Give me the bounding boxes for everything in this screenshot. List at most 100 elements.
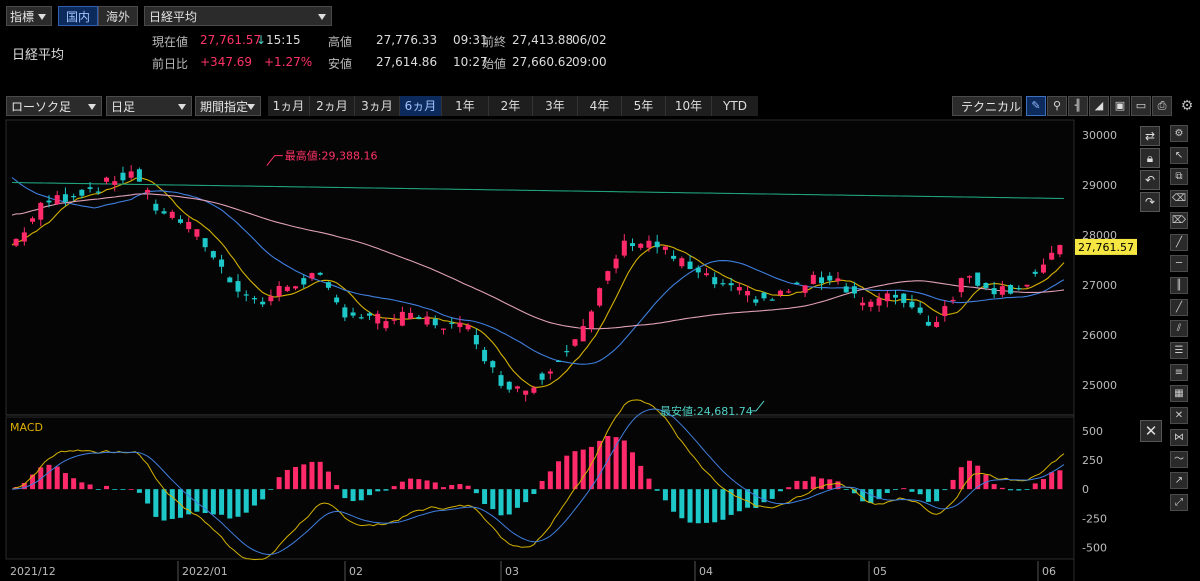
- indicator-dropdown[interactable]: 指標: [6, 6, 52, 26]
- arrow-up-icon[interactable]: ↗: [1170, 472, 1188, 490]
- candle-body: [21, 232, 27, 242]
- period-ytd[interactable]: YTD: [712, 96, 758, 116]
- candle-body: [177, 219, 183, 223]
- parallel-lines-icon[interactable]: ⫽: [1170, 320, 1188, 338]
- chevron-down-icon: [88, 104, 96, 110]
- candle-body: [13, 238, 19, 246]
- candle-body: [1049, 252, 1055, 260]
- vertical-lines-icon[interactable]: ║: [1170, 276, 1188, 294]
- macd-bar: [161, 489, 167, 521]
- candle-body: [868, 301, 874, 307]
- channel-icon[interactable]: ≡: [1170, 363, 1188, 381]
- candle-body: [564, 351, 570, 353]
- candle-body: [30, 218, 36, 222]
- period-5y[interactable]: 5年: [622, 96, 666, 116]
- candle-body: [465, 324, 471, 330]
- close-macd-icon[interactable]: ✕: [1140, 420, 1162, 442]
- chevron-down-icon: [38, 14, 46, 20]
- save-icon[interactable]: ▣: [1110, 96, 1130, 116]
- candle-body: [54, 195, 60, 205]
- low-time: 10:27: [453, 55, 488, 69]
- trend-line-icon[interactable]: ╱: [1170, 233, 1188, 251]
- down-arrow-icon: ↓: [256, 33, 267, 47]
- layers-icon[interactable]: ⧉: [1170, 168, 1188, 186]
- open-label: 始値: [482, 57, 507, 71]
- macd-bar: [851, 489, 857, 494]
- candle-body: [761, 292, 767, 299]
- range-select[interactable]: 期間指定: [195, 96, 261, 116]
- macd-bar: [79, 482, 85, 490]
- candle-icon[interactable]: ╢: [1068, 96, 1088, 116]
- macd-bar: [588, 446, 594, 490]
- candle-body: [71, 196, 77, 198]
- period-2m[interactable]: 2ヵ月: [310, 96, 355, 116]
- area-chart-icon[interactable]: ◢: [1089, 96, 1109, 116]
- macd-bar: [482, 489, 488, 505]
- candle-body: [325, 282, 331, 288]
- zoom-icon[interactable]: ⚲: [1047, 96, 1067, 116]
- candle-body: [490, 361, 496, 368]
- candle-body: [219, 259, 225, 267]
- reset-zoom-icon[interactable]: ⇄: [1140, 126, 1160, 146]
- fib-icon[interactable]: ☰: [1170, 342, 1188, 359]
- tab-domestic[interactable]: 国内: [58, 6, 98, 26]
- period-2y[interactable]: 2年: [489, 96, 533, 116]
- candle-body: [728, 283, 734, 286]
- diagonal-line-icon[interactable]: ╱: [1170, 298, 1188, 316]
- period-10y[interactable]: 10年: [666, 96, 712, 116]
- candle-body: [251, 298, 257, 300]
- horizontal-line-icon[interactable]: ─: [1170, 255, 1188, 273]
- tab-overseas[interactable]: 海外: [98, 6, 138, 26]
- cross-icon[interactable]: ✕: [1170, 407, 1188, 425]
- chart-type-select[interactable]: ローソク足: [6, 96, 102, 116]
- macd-bar: [958, 467, 964, 490]
- redo-icon[interactable]: ↷: [1140, 192, 1160, 212]
- macd-bar: [934, 489, 940, 502]
- lock-icon[interactable]: 🔒︎: [1140, 148, 1160, 168]
- macd-bar: [46, 464, 52, 490]
- candle-body: [128, 171, 134, 178]
- indicator-dropdown-label: 指標: [10, 10, 35, 24]
- period-1y[interactable]: 1年: [442, 96, 489, 116]
- candle-body: [186, 221, 192, 230]
- technical-button[interactable]: テクニカル: [952, 96, 1022, 116]
- draw-pen-icon[interactable]: ✎: [1026, 96, 1046, 116]
- macd-bar: [950, 479, 956, 490]
- grid-icon[interactable]: ▦: [1170, 385, 1188, 403]
- index-select[interactable]: 日経平均: [144, 6, 332, 26]
- wave-icon[interactable]: 〜: [1170, 450, 1188, 468]
- macd-bar: [646, 478, 652, 490]
- macd-bar: [391, 486, 397, 490]
- eraser-all-icon[interactable]: ⌦: [1170, 211, 1188, 229]
- eraser-icon[interactable]: ⌫: [1170, 190, 1188, 208]
- chart-area[interactable]: 30000 29000 28000 27000 26000 25000 500 250 0 -2…: [0, 118, 1166, 581]
- cursor-icon[interactable]: ↖: [1170, 146, 1188, 164]
- pattern-icon[interactable]: ⋈: [1170, 428, 1188, 446]
- period-4y[interactable]: 4年: [578, 96, 622, 116]
- period-3m[interactable]: 3ヵ月: [355, 96, 400, 116]
- macd-bar: [621, 440, 627, 490]
- candle-body: [350, 312, 356, 316]
- candle-body: [424, 316, 430, 325]
- print-icon[interactable]: ⎙: [1152, 96, 1172, 116]
- candle-body: [777, 290, 783, 296]
- candle-body: [1016, 288, 1022, 290]
- settings-icon[interactable]: ⚙: [1170, 125, 1188, 142]
- candle-body: [309, 273, 315, 279]
- zoom-fit-icon[interactable]: ⤢: [1170, 493, 1188, 511]
- period-1m[interactable]: 1ヵ月: [268, 96, 310, 116]
- candle-body: [802, 285, 808, 293]
- candle-body: [268, 296, 274, 302]
- candle-body: [843, 286, 849, 293]
- candle-body: [572, 339, 578, 346]
- interval-select[interactable]: 日足: [106, 96, 192, 116]
- undo-icon[interactable]: ↶: [1140, 170, 1160, 190]
- folder-icon[interactable]: ▭: [1131, 96, 1151, 116]
- candle-body: [440, 328, 446, 330]
- settings-icon[interactable]: ⚙: [1180, 98, 1194, 114]
- macd-bar: [128, 489, 134, 490]
- macd-bar: [860, 489, 866, 502]
- period-3y[interactable]: 3年: [533, 96, 578, 116]
- open-time: 09:00: [572, 55, 607, 69]
- period-6m[interactable]: 6ヵ月: [400, 96, 442, 116]
